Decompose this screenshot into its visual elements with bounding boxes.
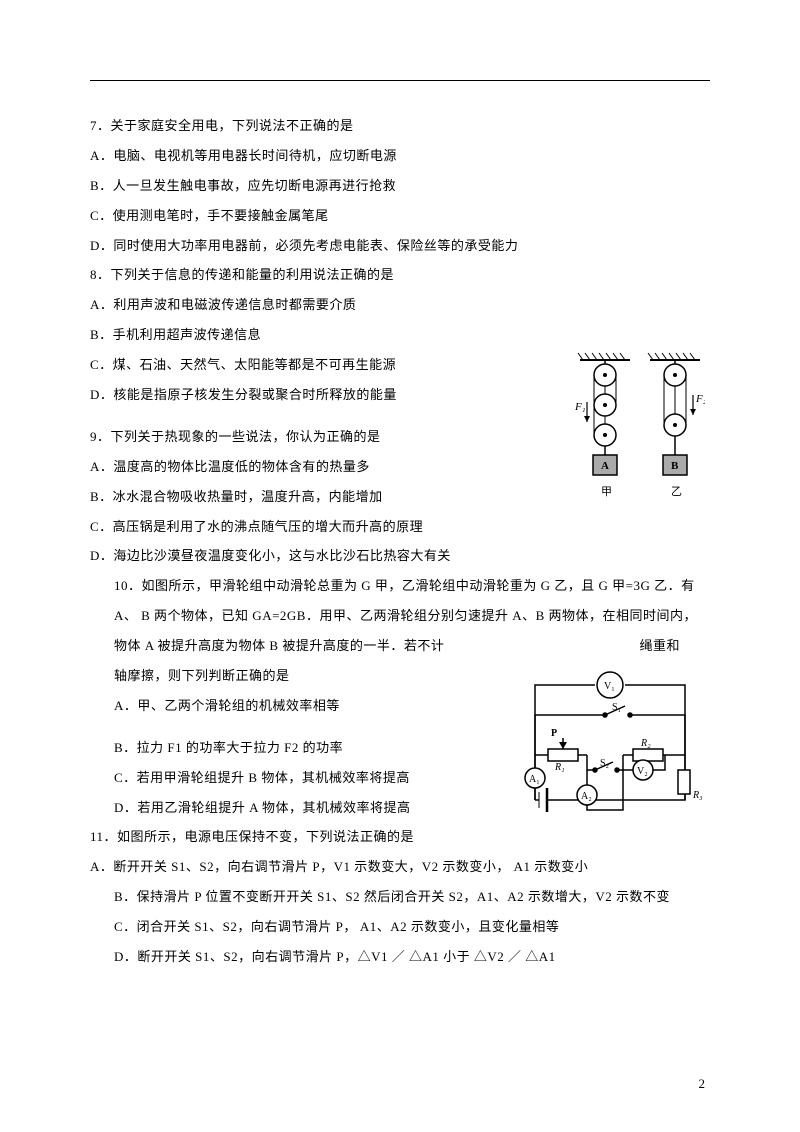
block-a-label: A — [601, 460, 609, 472]
q8-option-a: A．利用声波和电磁波传递信息时都需要介质 — [90, 290, 710, 320]
q7-stem: 7．关于家庭安全用电，下列说法不正确的是 — [90, 111, 710, 141]
v2-label: V₂ — [637, 766, 648, 777]
q11-option-c: C．闭合开关 S1、S2，向右调节滑片 P， A1、A2 示数变小，且变化量相等 — [90, 912, 710, 942]
block-b-label: B — [671, 460, 679, 472]
f2-label: F₂ — [695, 393, 705, 405]
r2-label: R₂ — [640, 738, 651, 749]
s2-label: S₂ — [600, 758, 609, 769]
q7-option-b: B．人一旦发生触电事故，应先切断电源再进行抢救 — [90, 171, 710, 201]
r1-label: R₁ — [554, 762, 565, 773]
a1-label: A₁ — [529, 774, 540, 785]
q11-option-d: D．断开开关 S1、S2，向右调节滑片 P，△V1 ／ △A1 小于 △V2 ／… — [90, 942, 710, 972]
circuit-diagram: V₁ S₁ P R₁ S₂ R₂ R₃ A₁ A₂ V₂ — [515, 670, 705, 820]
q7-option-d: D．同时使用大功率用电器前，必须先考虑电能表、保险丝等的承受能力 — [90, 231, 710, 261]
q10-stem-line3: 物体 A 被提升高度为物体 B 被提升高度的一半．若不计 绳重和 — [90, 631, 680, 661]
q10-stem-line3b: 绳重和 — [639, 631, 680, 661]
header-rule — [90, 80, 710, 81]
f1-label: F₁ — [575, 401, 586, 413]
jia-label: 甲 — [601, 486, 612, 498]
v1-label: V₁ — [604, 681, 615, 692]
r3-label: R₃ — [692, 790, 703, 801]
q7-option-c: C．使用测电笔时，手不要接触金属笔尾 — [90, 201, 710, 231]
q11-stem: 11．如图所示，电源电压保持不变，下列说法正确的是 — [90, 822, 710, 852]
q10-stem-line2: A、 B 两个物体，已知 GA=2GB．用甲、乙两滑轮组分别匀速提升 A、B 两… — [90, 601, 710, 631]
q11-option-b: B．保持滑片 P 位置不变断开开关 S1、S2 然后闭合开关 S2，A1、A2 … — [90, 882, 710, 912]
q8-stem: 8．下列关于信息的传递和能量的利用说法正确的是 — [90, 260, 710, 290]
p-label: P — [551, 728, 557, 739]
q10-stem-line1: 10．如图所示，甲滑轮组中动滑轮总重为 G 甲，乙滑轮组中动滑轮重为 G 乙，且… — [90, 571, 710, 601]
q8-option-b: B．手机利用超声波传递信息 — [90, 320, 710, 350]
q7-option-a: A．电脑、电视机等用电器长时间待机，应切断电源 — [90, 141, 710, 171]
page-number: 2 — [699, 1076, 706, 1092]
q9-option-d: D．海边比沙漠昼夜温度变化小，这与水比沙石比热容大有关 — [90, 541, 710, 571]
yi-label: 乙 — [671, 485, 682, 498]
pulley-diagram: F₁ A 甲 F₂ B 乙 — [575, 350, 705, 520]
s1-label: S₁ — [612, 702, 621, 713]
q11-option-a: A．断开开关 S1、S2，向右调节滑片 P，V1 示数变大，V2 示数变小， A… — [90, 852, 710, 882]
a2-label: A₂ — [581, 791, 592, 802]
q10-stem-line3a: 物体 A 被提升高度为物体 B 被提升高度的一半．若不计 — [114, 631, 444, 661]
